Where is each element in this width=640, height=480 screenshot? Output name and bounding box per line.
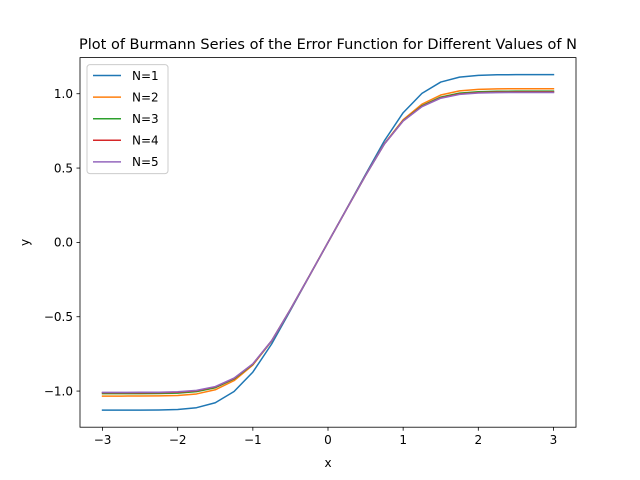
legend: N=1 N=2 N=3 N=4 N=5 [86, 64, 169, 175]
y-tick-label: 0.5 [54, 161, 73, 175]
x-tick-label: −1 [244, 433, 262, 447]
legend-label-n5: N=5 [132, 155, 159, 169]
legend-label-n3: N=3 [132, 112, 159, 126]
x-tick-label: 1 [399, 433, 407, 447]
legend-box [86, 64, 169, 175]
x-axis-ticks: −3 −2 −1 0 1 2 3 [94, 427, 558, 447]
x-tick-label: −3 [94, 433, 112, 447]
y-tick-label: −1.0 [44, 384, 73, 398]
y-tick-label: −0.5 [44, 310, 73, 324]
legend-label-n1: N=1 [132, 69, 159, 83]
series-line-n5 [101, 91, 555, 394]
legend-label-n4: N=4 [132, 134, 159, 148]
x-axis-label: x [324, 456, 331, 470]
series-layer [101, 73, 555, 411]
y-tick-label: 1.0 [54, 87, 73, 101]
plot-area [79, 57, 577, 428]
y-axis-ticks: −1.0 −0.5 0.0 0.5 1.0 [44, 87, 80, 398]
chart-title: Plot of Burmann Series of the Error Func… [79, 37, 577, 53]
x-tick-label: 0 [324, 433, 332, 447]
x-tick-label: −2 [169, 433, 187, 447]
y-tick-label: 0.0 [54, 236, 73, 250]
x-tick-label: 3 [550, 433, 558, 447]
y-axis-label: y [18, 239, 32, 246]
x-tick-label: 2 [474, 433, 482, 447]
legend-label-n2: N=2 [132, 90, 159, 104]
